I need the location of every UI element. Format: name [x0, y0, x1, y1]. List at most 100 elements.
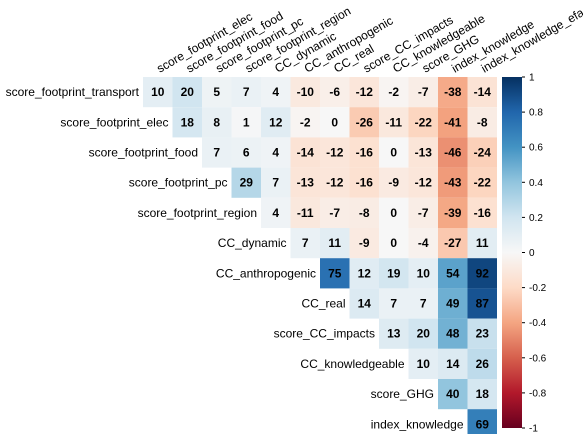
- cell-value: 54: [446, 266, 460, 280]
- heatmap-cell: [467, 348, 497, 379]
- heatmap-cell: [231, 107, 261, 138]
- heatmap-cell: [261, 107, 291, 138]
- heatmap-cell: [467, 258, 497, 289]
- heatmap-cell: [349, 288, 379, 319]
- heatmap-cell: [438, 107, 468, 138]
- heatmap-cell: [320, 107, 350, 138]
- cell-value: 87: [476, 297, 490, 311]
- heatmap-cell: [349, 197, 379, 228]
- colorbar: -1 -0.8 -0.6 -0.4 -0.2 0 0.2 0.4 0.6 0.8 1: [502, 73, 547, 434]
- cell-value: -11: [297, 206, 314, 220]
- heatmap-cell: [290, 77, 320, 108]
- row-label: score_footprint_region: [138, 206, 257, 220]
- cell-value: -46: [444, 146, 462, 160]
- heatmap-cell: [379, 318, 409, 349]
- heatmap-cell: [379, 228, 409, 259]
- heatmap-cell: [467, 318, 497, 349]
- heatmap-cell: [438, 318, 468, 349]
- heatmap-cell: [231, 167, 261, 198]
- heatmap-cell: [143, 77, 173, 108]
- heatmap-cell: [379, 137, 409, 168]
- heatmap-cell: [408, 348, 438, 379]
- cell-value: -39: [444, 206, 462, 220]
- heatmap-cell: [379, 107, 409, 138]
- heatmap-cell: [408, 258, 438, 289]
- cell-value: -12: [356, 85, 374, 99]
- heatmap-cell: [408, 77, 438, 108]
- heatmap-cell: [379, 77, 409, 108]
- cell-value: 92: [476, 266, 490, 280]
- heatmap-cell: [438, 288, 468, 319]
- heatmap-cell: [202, 137, 232, 168]
- heatmap-cell: [408, 197, 438, 228]
- cell-value: 14: [446, 357, 460, 371]
- heatmap-cell: [408, 318, 438, 349]
- heatmap-cell: [349, 107, 379, 138]
- cell-value: 7: [213, 146, 220, 160]
- cell-value: 0: [390, 236, 397, 250]
- cell-value: 18: [476, 387, 490, 401]
- row-label: index_knowledge: [371, 417, 464, 431]
- cell-value: 6: [243, 146, 250, 160]
- colorbar-gradient: [502, 77, 522, 428]
- heatmap-cell: [349, 137, 379, 168]
- heatmap-cell: [379, 288, 409, 319]
- cell-value: 10: [151, 85, 165, 99]
- heatmap-cell: [320, 197, 350, 228]
- cell-value: -14: [297, 146, 315, 160]
- cell-value: 7: [390, 297, 397, 311]
- colorbar-tick-label: 1: [529, 73, 535, 84]
- heatmap-cell: [290, 107, 320, 138]
- row-label: score_footprint_elec: [60, 115, 168, 129]
- cell-value: 4: [272, 146, 279, 160]
- colorbar-tick-label: 0.2: [529, 213, 543, 224]
- heatmap-cell: [408, 107, 438, 138]
- row-label: CC_anthropogenic: [216, 266, 316, 280]
- heatmap-cell: [290, 137, 320, 168]
- heatmap-cell: [438, 379, 468, 410]
- heatmap-cell: [379, 197, 409, 228]
- heatmap-cell: [467, 167, 497, 198]
- cell-value: 10: [417, 357, 431, 371]
- heatmap-cell: [438, 137, 468, 168]
- heatmap-cell: [202, 107, 232, 138]
- cell-value: 12: [269, 115, 283, 129]
- heatmap-cell: [320, 137, 350, 168]
- heatmap-cell: [320, 258, 350, 289]
- row-labels: score_footprint_transport score_footprint…: [6, 85, 464, 431]
- cell-value: 1: [243, 115, 250, 129]
- heatmap-cell: [467, 409, 497, 434]
- heatmap-cell: [467, 379, 497, 410]
- cell-value: 7: [243, 85, 250, 99]
- cell-value: 7: [420, 297, 427, 311]
- cell-value: 49: [446, 297, 460, 311]
- row-label: score_footprint_pc: [129, 176, 228, 190]
- cell-value: 19: [387, 266, 401, 280]
- heatmap-cell: [438, 77, 468, 108]
- heatmap-cell: [408, 228, 438, 259]
- heatmap-cell: [438, 348, 468, 379]
- heatmap-cell: [467, 228, 497, 259]
- cell-value: 5: [213, 85, 220, 99]
- heatmap-cell: [467, 197, 497, 228]
- cell-value: 20: [417, 327, 431, 341]
- cell-value: -43: [444, 176, 462, 190]
- heatmap-cell: [379, 258, 409, 289]
- column-labels: score_footprint_elecscore_footprint_food…: [154, 4, 583, 76]
- row-label: score_GHG: [371, 387, 434, 401]
- heatmap-cell: [438, 167, 468, 198]
- colorbar-tick-label: 0.6: [529, 143, 543, 154]
- cell-value: 10: [417, 266, 431, 280]
- heatmap-cell: [438, 258, 468, 289]
- heatmap-cell: [231, 77, 261, 108]
- heatmap-cell: [320, 167, 350, 198]
- cell-value: -27: [444, 236, 462, 250]
- heatmap-cell: [261, 197, 291, 228]
- cell-value: -13: [297, 176, 315, 190]
- heatmap-cell: [349, 167, 379, 198]
- cell-value: -12: [326, 176, 344, 190]
- heatmap-cell: [320, 228, 350, 259]
- cell-value: 75: [328, 266, 342, 280]
- heatmap-cell: [261, 167, 291, 198]
- colorbar-tick-label: 0: [529, 248, 535, 259]
